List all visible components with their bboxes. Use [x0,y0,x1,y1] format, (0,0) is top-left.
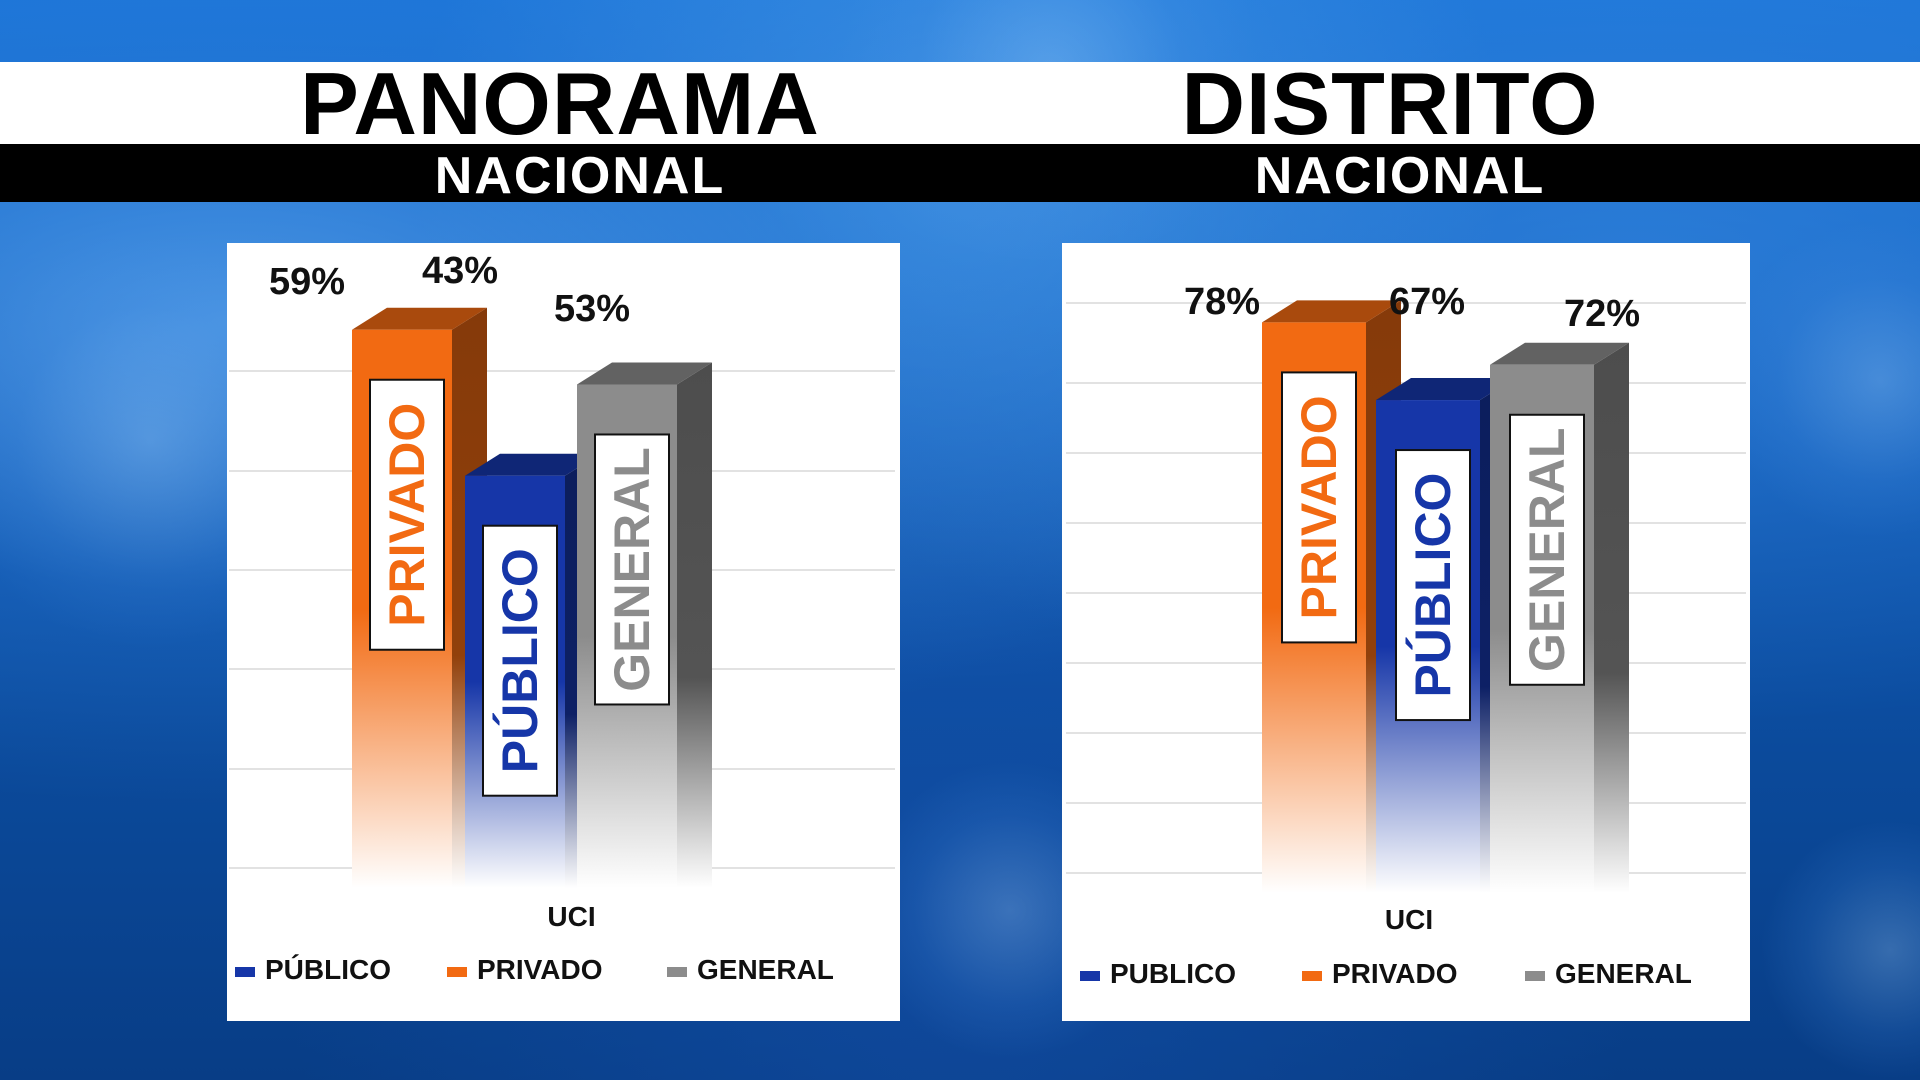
bar-text-general: GENERAL [1519,428,1575,672]
x-axis-label: UCI [1385,904,1433,935]
legend-item-público: PÚBLICO [265,954,391,985]
bar-text-público: PÚBLICO [492,548,548,773]
legend-swatch [1302,971,1322,981]
data-label-general: 53% [554,288,630,330]
legend-item-privado: PRIVADO [1332,958,1458,989]
legend-item-general: GENERAL [1555,958,1692,989]
bar-label-box [482,524,558,797]
bar-text-publico: PÚBLICO [1405,473,1461,698]
x-axis-label: UCI [547,901,595,932]
bar-text-general: GENERAL [604,447,660,691]
data-label-publico: 67% [1389,281,1465,323]
chart-panel-panorama: PRIVADO 59% PÚBLICO 43% GENERAL 53% UCI PÚBLICO… [227,243,900,1021]
left-title: PANORAMA [300,54,820,153]
bar-top-0 [1262,300,1401,323]
bar-label-box [369,378,445,651]
left-subtitle: NACIONAL [434,147,726,205]
bar-label-box [1395,449,1471,722]
legend-swatch [667,967,687,977]
bar-top-0 [352,307,487,330]
subtitle-band [0,144,1920,202]
chart-distrito-nacional: PRIVADO 78% PÚBLICO 67% GENERAL 72% UCI PUBLICO… [1066,281,1746,989]
bar-text-privado: PRIVADO [379,403,435,627]
legend-item-general: GENERAL [697,954,834,985]
legend-swatch [235,967,255,977]
bar-label-box [1509,413,1585,686]
data-label-privado: 59% [269,261,345,303]
bar-side-2 [1594,342,1629,893]
data-label-privado: 78% [1184,281,1260,323]
right-title: DISTRITO [1181,54,1599,153]
legend-swatch [1525,971,1545,981]
bar-text-privado: PRIVADO [1291,395,1347,619]
right-subtitle: NACIONAL [1254,147,1546,205]
legend-item-privado: PRIVADO [477,954,603,985]
bar-top-1 [465,453,600,476]
data-label-público: 43% [422,250,498,292]
bar-top-2 [577,362,712,385]
bar-top-2 [1490,342,1629,365]
bar-label-box [594,433,670,706]
chart-panel-distrito: PRIVADO 78% PÚBLICO 67% GENERAL 72% UCI PUBLICO… [1062,243,1750,1021]
data-label-general: 72% [1564,293,1640,335]
chart-panorama-nacional: PRIVADO 59% PÚBLICO 43% GENERAL 53% UCI PÚBLICO… [229,250,895,985]
title-band [0,62,1920,144]
legend-item-publico: PUBLICO [1110,958,1236,989]
legend-swatch [1080,971,1100,981]
bar-side-2 [677,362,712,888]
legend-swatch [447,967,467,977]
bar-top-1 [1376,378,1515,401]
bar-label-box [1281,371,1357,644]
